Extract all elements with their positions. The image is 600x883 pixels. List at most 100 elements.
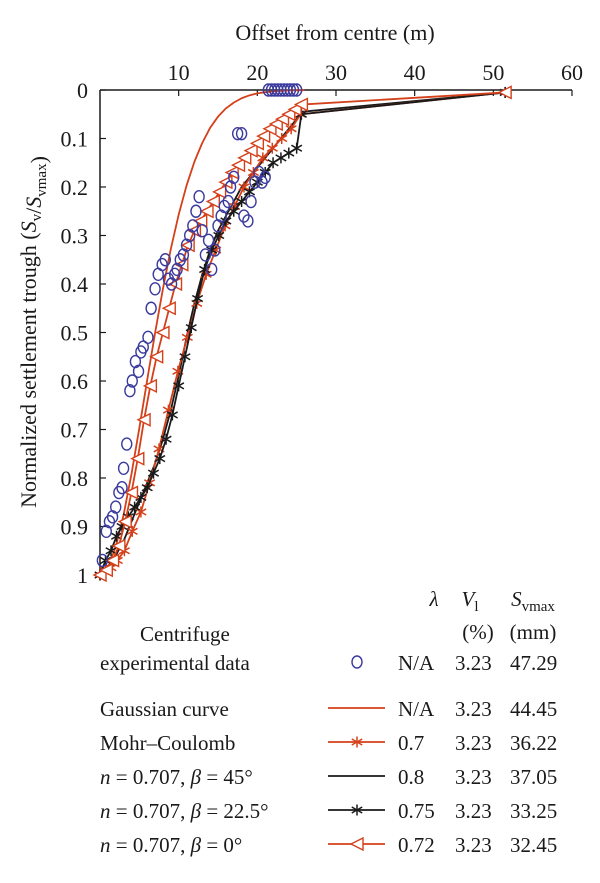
legend-lambda-value: 0.8 [398,765,424,789]
data-point [179,351,191,363]
data-point [218,199,230,214]
data-point [166,409,178,421]
data-point [235,196,248,208]
data-point [126,374,138,388]
data-point [105,553,120,568]
data-point [276,133,288,144]
data-point [124,384,136,398]
legend-lambda-value: 0.75 [398,799,435,823]
data-point [187,219,199,233]
legend-header-lambda: λ [428,587,438,611]
data-point [129,501,141,513]
data-point [206,262,218,277]
data-point [155,325,170,340]
data-point [117,514,132,529]
legend-svmax-value: 37.05 [510,765,557,789]
data-point [205,194,220,209]
data-point [142,330,154,345]
data-point [141,482,153,494]
data-point [237,150,252,166]
data-point [105,545,117,557]
data-point [190,204,202,218]
legend-label: Mohr–Coulomb [100,731,235,755]
data-point [283,147,295,159]
legend-vl-value: 3.23 [455,697,492,721]
plot-marks [92,83,512,583]
legend-entry-1: Gaussian curve N/A 3.23 44.45 [100,697,557,721]
data-point [238,209,250,223]
data-point [159,253,171,267]
data-point [173,380,185,392]
data-point [228,205,240,217]
data-point [185,322,197,334]
data-point [291,142,303,154]
data-point [121,437,133,451]
y-tick-label: 0.4 [61,272,89,297]
legend-label: n = 0.707, β = 45° [100,765,253,789]
y-tick-label: 0.7 [61,418,89,443]
data-point [116,481,128,495]
legend-vl-value: 3.23 [455,833,492,857]
legend-lambda-value: 0.72 [398,833,435,857]
legend-swatch-marker [351,736,363,748]
y-axis-title: Normalized settlement trough (Sv/Svmax) [16,156,51,508]
y-tick-label: 0.9 [61,515,89,540]
legend-header-svmax-unit: (mm) [510,620,557,644]
data-point [257,152,269,164]
data-point [96,553,109,568]
x-tick-label: 50 [482,60,504,85]
data-point [132,364,145,378]
data-point [293,97,309,112]
data-point [249,136,265,151]
y-tick-label: 0.5 [61,321,89,346]
data-point [284,83,297,97]
y-tick-label: 0 [77,78,88,103]
legend-svmax-value: 33.25 [510,799,557,823]
y-tick-label: 0.3 [61,224,89,249]
data-point [202,233,215,248]
legend-label: n = 0.707, β = 0° [100,833,242,857]
data-point [161,301,176,316]
data-point [228,170,240,185]
data-point [231,126,244,141]
data-point [235,126,248,141]
x-axis-title: Offset from centre (m) [235,20,434,45]
data-point [275,152,287,164]
legend-header-svmax: Svmax [511,587,555,615]
data-point [259,166,271,178]
series-2 [94,86,511,581]
legend-entry-0: Centrifuge experimental data N/A 3.23 47.29 [100,622,557,675]
legend-header-vl-unit: (%) [462,620,493,644]
legend-svmax-value: 47.29 [510,651,557,675]
data-point [130,451,145,466]
data-point [199,204,214,219]
legend-lambda-value: 0.7 [398,731,424,755]
data-point [110,500,122,514]
legend-label-line1: Centrifuge [140,622,230,646]
x-tick-label: 20 [246,60,268,85]
data-point [224,165,239,180]
data-point [181,331,193,343]
data-point [142,378,158,393]
legend-svmax-value: 44.45 [510,697,557,721]
data-point [196,223,208,238]
legend-vl-value: 3.23 [455,799,492,823]
data-point [160,433,172,445]
data-point [245,194,257,209]
x-tick-label: 30 [325,60,347,85]
data-point [199,263,211,275]
data-point [149,282,161,296]
data-point [154,453,166,465]
data-point [199,248,212,262]
data-point [238,181,250,193]
series-5 [92,85,512,583]
legend-label: Gaussian curve [100,697,229,721]
data-point [212,184,227,199]
data-point [243,143,258,158]
legend-swatch-marker [351,655,363,669]
data-point [193,213,208,229]
legend-svmax-value: 36.22 [510,731,557,755]
data-point [209,243,221,257]
data-point [126,525,138,537]
